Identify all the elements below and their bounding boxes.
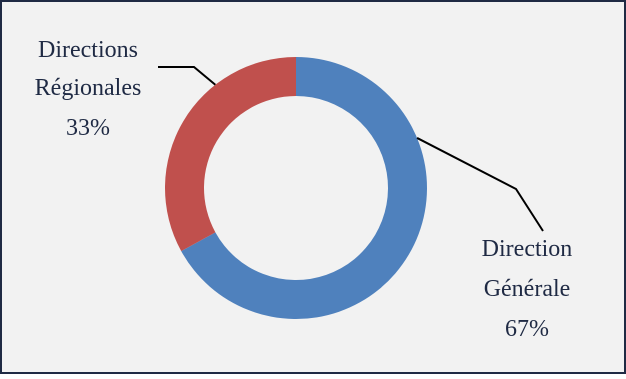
leader-lines (158, 66, 544, 232)
slice-value-label-0: 67% (505, 316, 549, 342)
slice-label-1-line-1: Régionales (35, 75, 142, 101)
slice-labels: Direction Générale 67% Directions Régionales… (35, 37, 573, 342)
slices-group (165, 57, 428, 319)
slice-label-1-line-0: Directions (38, 37, 138, 63)
donut-slice-0 (181, 57, 428, 319)
slice-label-0-line-1: Générale (484, 276, 571, 302)
slice-value-label-1: 33% (66, 115, 110, 141)
leader-line-0 (416, 137, 544, 232)
leader-line-1 (158, 66, 216, 86)
donut-slice-1 (165, 57, 296, 252)
slice-label-0-line-0: Direction (482, 236, 573, 262)
